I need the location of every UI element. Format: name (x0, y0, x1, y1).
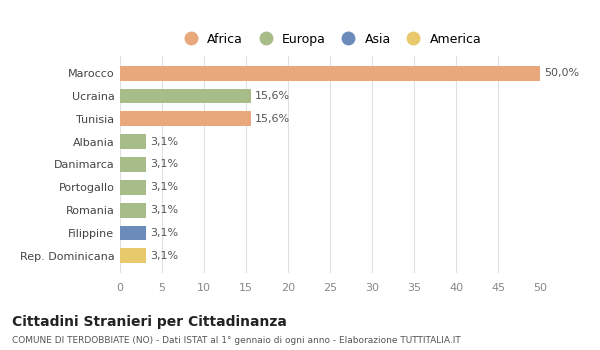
Bar (120, 66, 540, 81)
Text: 15,6%: 15,6% (255, 91, 290, 101)
Text: 3,1%: 3,1% (150, 137, 178, 147)
Text: COMUNE DI TERDOBBIATE (NO) - Dati ISTAT al 1° gennaio di ogni anno - Elaborazion: COMUNE DI TERDOBBIATE (NO) - Dati ISTAT … (12, 336, 461, 345)
Bar (120, 89, 251, 104)
Legend: Africa, Europa, Asia, America: Africa, Europa, Asia, America (173, 28, 487, 50)
Bar (120, 134, 146, 149)
Bar (120, 248, 146, 263)
Text: 3,1%: 3,1% (150, 160, 178, 169)
Bar (120, 180, 146, 195)
Bar (120, 157, 146, 172)
Bar (120, 203, 146, 217)
Text: 15,6%: 15,6% (255, 114, 290, 124)
Bar (120, 112, 251, 126)
Text: 3,1%: 3,1% (150, 205, 178, 215)
Text: 3,1%: 3,1% (150, 182, 178, 192)
Text: Cittadini Stranieri per Cittadinanza: Cittadini Stranieri per Cittadinanza (12, 315, 287, 329)
Bar (120, 225, 146, 240)
Text: 50,0%: 50,0% (544, 68, 580, 78)
Text: 3,1%: 3,1% (150, 228, 178, 238)
Text: 3,1%: 3,1% (150, 251, 178, 261)
